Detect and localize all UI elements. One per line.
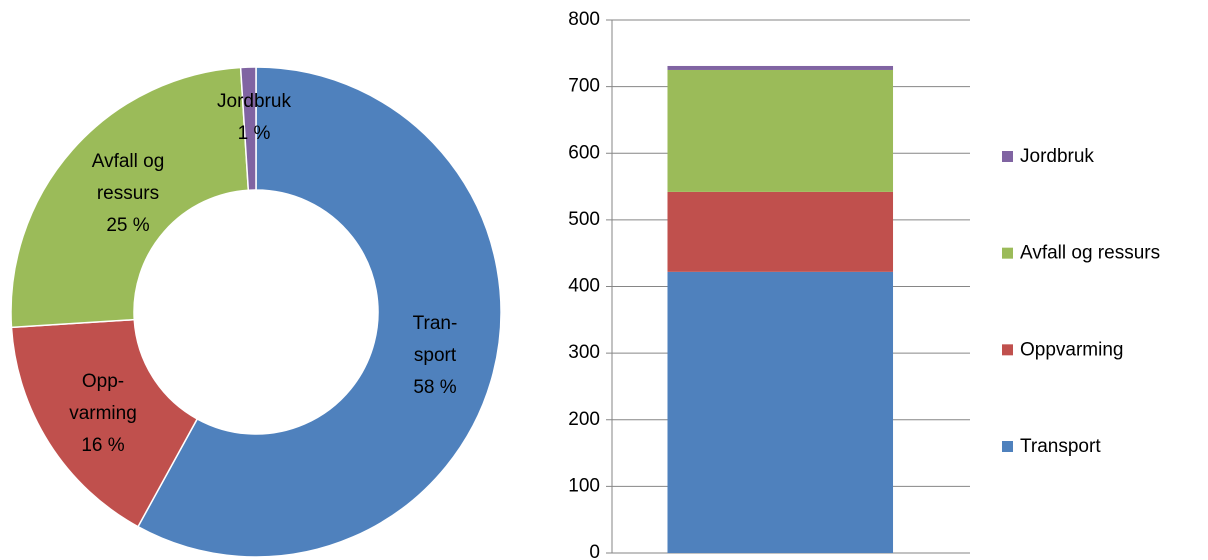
bar-segment <box>667 69 894 192</box>
donut-slice <box>136 66 502 558</box>
y-tick-label: 500 <box>568 209 600 230</box>
slice-label: Opp- <box>82 371 124 392</box>
legend-swatch <box>1002 441 1013 452</box>
bar-segment <box>667 65 894 70</box>
y-tick-label: 400 <box>568 276 600 297</box>
donut-slice <box>239 66 257 192</box>
y-tick-label: 0 <box>589 542 600 560</box>
bar-segment <box>667 271 894 553</box>
slice-label: Tran- <box>413 313 458 334</box>
slice-label: ressurs <box>97 183 159 204</box>
slice-value-label: 16 % <box>81 435 124 456</box>
y-tick-label: 300 <box>568 342 600 363</box>
legend-swatch <box>1002 151 1013 162</box>
legend-label: Transport <box>1020 436 1101 457</box>
slice-value-label: 58 % <box>413 377 456 398</box>
bar-segment <box>667 191 894 272</box>
y-tick-label: 600 <box>568 142 600 163</box>
slice-label: varming <box>69 403 137 424</box>
legend-label: Jordbruk <box>1020 146 1094 167</box>
legend-label: Oppvarming <box>1020 339 1124 360</box>
y-tick-label: 800 <box>568 9 600 30</box>
donut-slice <box>10 66 250 329</box>
slice-label: Avfall og <box>92 151 165 172</box>
slice-label: Jordbruk <box>217 91 291 112</box>
legend-swatch <box>1002 344 1013 356</box>
y-tick-label: 100 <box>568 475 600 496</box>
slice-value-label: 1 % <box>238 123 271 144</box>
donut-slice <box>10 318 199 528</box>
y-tick-label: 700 <box>568 76 600 97</box>
legend-swatch <box>1002 247 1013 259</box>
slice-label: sport <box>414 345 457 366</box>
slice-value-label: 25 % <box>106 215 149 236</box>
legend-label: Avfall og ressurs <box>1020 243 1160 264</box>
y-tick-label: 200 <box>568 409 600 430</box>
